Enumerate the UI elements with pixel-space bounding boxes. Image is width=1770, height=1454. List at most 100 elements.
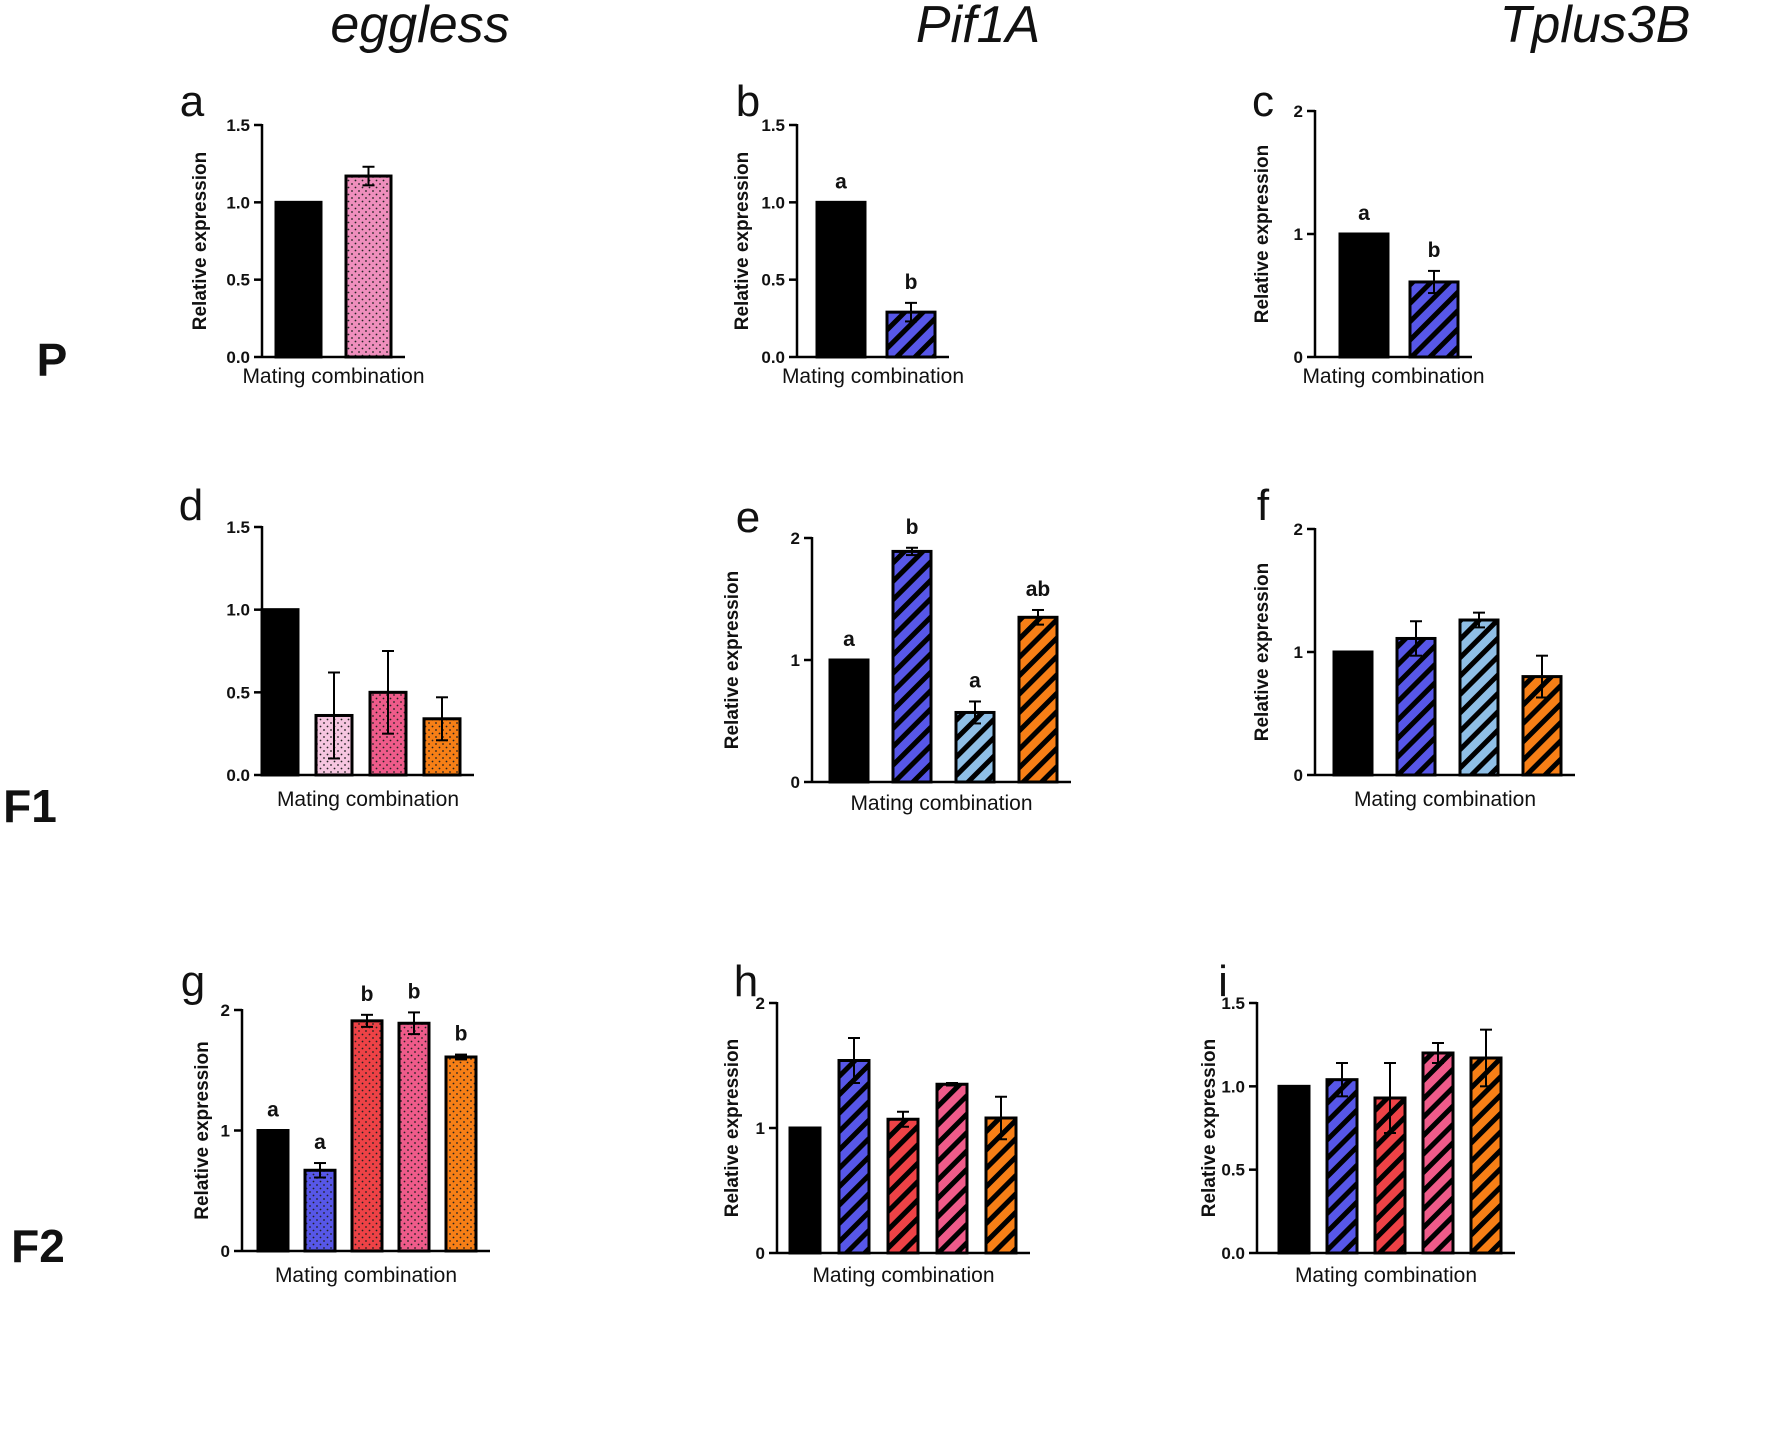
row-label-f2: F2	[11, 1220, 65, 1272]
y-tick-label: 1.5	[226, 518, 250, 537]
col-header-eggless: eggless	[330, 0, 509, 54]
y-axis-label: Relative expression	[1199, 1039, 1220, 1217]
bar	[788, 1126, 822, 1255]
y-tick-label: 0	[221, 1242, 230, 1261]
panel-i: i 0.0 0.5 1.0 1.5 Relative expression Mating c…	[1199, 957, 1515, 1287]
significance-letter: a	[843, 628, 855, 651]
y-axis-label: Relative expression	[1252, 563, 1273, 741]
y-tick-label: 1	[756, 1119, 765, 1138]
y-tick-label: 1	[221, 1122, 230, 1141]
x-axis-label: Mating combination	[782, 365, 964, 388]
bar	[1332, 650, 1374, 777]
significance-letter: a	[969, 669, 981, 692]
bar	[1017, 615, 1059, 784]
x-axis-label: Mating combination	[242, 365, 424, 388]
bar	[444, 1055, 478, 1253]
y-tick-label: 0.0	[226, 766, 250, 785]
x-axis-label: Mating combination	[1302, 365, 1484, 388]
y-tick-label: 0.0	[1221, 1244, 1245, 1263]
y-tick-label: 0.5	[761, 271, 785, 290]
panel-c: c 0 1 2 Relative expression Mating combinatio…	[1252, 77, 1485, 388]
bar	[1458, 618, 1500, 777]
x-axis-label: Mating combination	[277, 788, 459, 811]
significance-letter: b	[455, 1023, 468, 1046]
row-label-p: P	[37, 334, 68, 386]
x-axis-label: Mating combination	[850, 792, 1032, 815]
y-tick-label: 2	[221, 1001, 230, 1020]
y-tick-label: 0	[756, 1244, 765, 1263]
bar	[886, 1117, 920, 1255]
y-axis-label: Relative expression	[722, 1039, 743, 1217]
significance-letter: a	[314, 1131, 326, 1154]
panel-g: g 0 1 2 Relative expression Mating combinatio…	[181, 957, 490, 1287]
y-tick-label: 0.5	[226, 271, 250, 290]
bar	[891, 549, 933, 784]
bar	[1277, 1084, 1311, 1255]
y-tick-label: 2	[791, 529, 800, 548]
y-axis-label: Relative expression	[1252, 145, 1273, 323]
significance-letter: b	[905, 271, 918, 294]
significance-letter: a	[835, 170, 847, 193]
bar	[397, 1021, 431, 1253]
panel-b: b 0.0 0.5 1.0 1.5 Relative expression Mating c…	[732, 77, 964, 388]
significance-letter: a	[1358, 202, 1370, 225]
bar	[350, 1019, 384, 1253]
y-tick-label: 0.5	[226, 683, 250, 702]
panel-h: h 0 1 2 Relative expression Mating combinatio…	[722, 957, 1030, 1287]
y-tick-label: 0.0	[761, 348, 785, 367]
bar	[303, 1168, 337, 1253]
panel-letter: a	[180, 77, 205, 126]
y-tick-label: 0	[1294, 766, 1303, 785]
panel-letter: e	[736, 493, 760, 542]
panel-letter: c	[1252, 77, 1274, 126]
bar	[837, 1059, 871, 1255]
bar	[1421, 1051, 1455, 1255]
panel-letter: d	[179, 481, 203, 530]
bar	[1395, 636, 1437, 777]
significance-letter: b	[361, 983, 374, 1006]
y-tick-label: 1.0	[1221, 1077, 1245, 1096]
bar	[260, 608, 300, 777]
panel-d: d 0.0 0.5 1.0 1.5 Mating combination	[179, 481, 474, 811]
y-tick-label: 1.5	[761, 116, 785, 135]
panel-letter: b	[736, 77, 760, 126]
y-tick-label: 0	[791, 773, 800, 792]
y-tick-label: 2	[1294, 102, 1303, 121]
bar	[815, 200, 867, 359]
y-tick-label: 1.5	[1221, 994, 1245, 1013]
bar	[344, 174, 393, 359]
y-tick-label: 0.0	[226, 348, 250, 367]
panels: a 0.0 0.5 1.0 1.5 Relative expression Mating c…	[179, 77, 1575, 1287]
y-tick-label: 1	[1294, 643, 1303, 662]
y-tick-label: 2	[756, 994, 765, 1013]
panel-e: e 0 1 2 Relative expression Mating combinatio…	[722, 493, 1071, 815]
y-tick-label: 1.0	[761, 193, 785, 212]
panel-a: a 0.0 0.5 1.0 1.5 Relative expression Mating c…	[180, 77, 425, 388]
y-axis-label: Relative expression	[722, 571, 743, 749]
bar	[828, 658, 870, 784]
y-tick-label: 1	[791, 651, 800, 670]
panel-letter: f	[1257, 481, 1270, 530]
bar	[1338, 232, 1390, 359]
significance-letter: b	[906, 516, 919, 539]
bar	[274, 200, 323, 359]
col-header-tplus3b: Tplus3B	[1500, 0, 1691, 54]
y-tick-label: 1.5	[226, 116, 250, 135]
col-header-pif1a: Pif1A	[916, 0, 1040, 54]
panel-letter: h	[734, 957, 758, 1006]
y-tick-label: 0	[1294, 348, 1303, 367]
bar	[1325, 1078, 1359, 1255]
significance-letter: b	[408, 980, 421, 1003]
x-axis-label: Mating combination	[812, 1264, 994, 1287]
panel-letter: i	[1218, 957, 1228, 1006]
panel-letter: g	[181, 957, 205, 1006]
panel-f: f 0 1 2 Relative expression Mating combinatio…	[1252, 481, 1575, 811]
y-tick-label: 1.0	[226, 193, 250, 212]
y-axis-label: Relative expression	[190, 152, 211, 330]
x-axis-label: Mating combination	[1295, 1264, 1477, 1287]
bar	[935, 1082, 969, 1255]
y-tick-label: 1.0	[226, 601, 250, 620]
y-axis-label: Relative expression	[192, 1041, 213, 1219]
x-axis-label: Mating combination	[275, 1264, 457, 1287]
